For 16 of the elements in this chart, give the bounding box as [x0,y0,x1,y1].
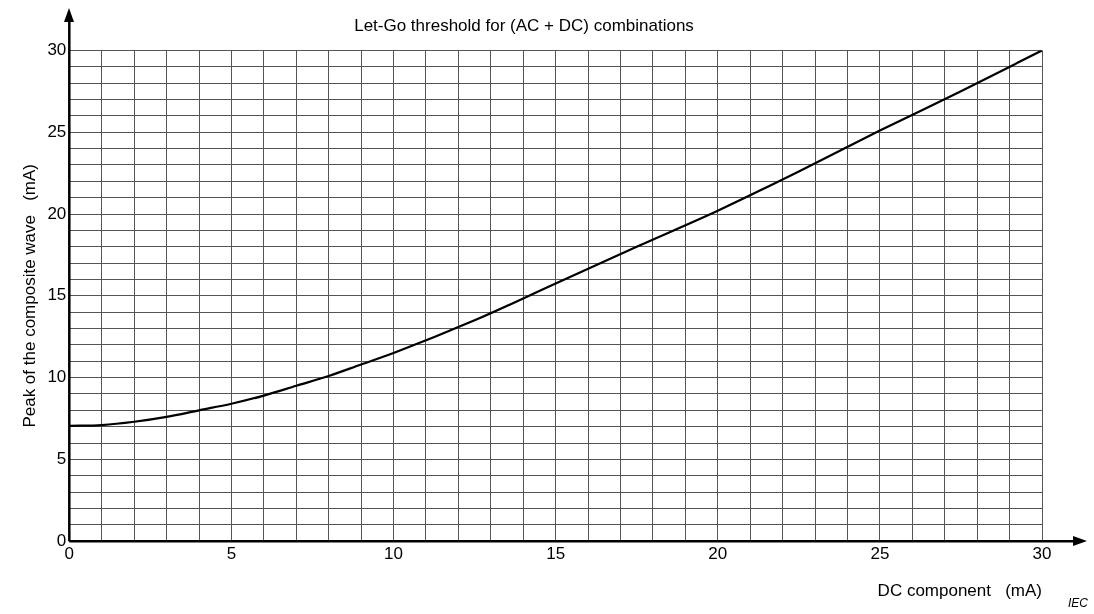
y-axis-title: Peak of the composite wave (mA) [19,164,39,428]
x-tick-label: 5 [226,544,237,564]
y-tick-label: 20 [47,203,67,223]
x-tick-label: 25 [870,544,890,564]
y-tick-label: 15 [47,285,67,305]
y-tick-label: 25 [47,121,67,141]
text: IEC [1067,596,1088,610]
x-axis-title: DC component (mA) [877,581,1042,601]
x-tick-label: 10 [384,544,403,564]
y-tick-label: 5 [56,449,67,469]
y-tick-label: 10 [47,367,67,387]
x-tick-label: 30 [1032,544,1052,564]
chart-title: Let-Go threshold for (AC + DC) combinations [354,15,694,35]
x-tick-label: 20 [708,544,728,564]
x-tick-label: 15 [546,544,566,564]
y-tick-label: 30 [47,40,67,60]
